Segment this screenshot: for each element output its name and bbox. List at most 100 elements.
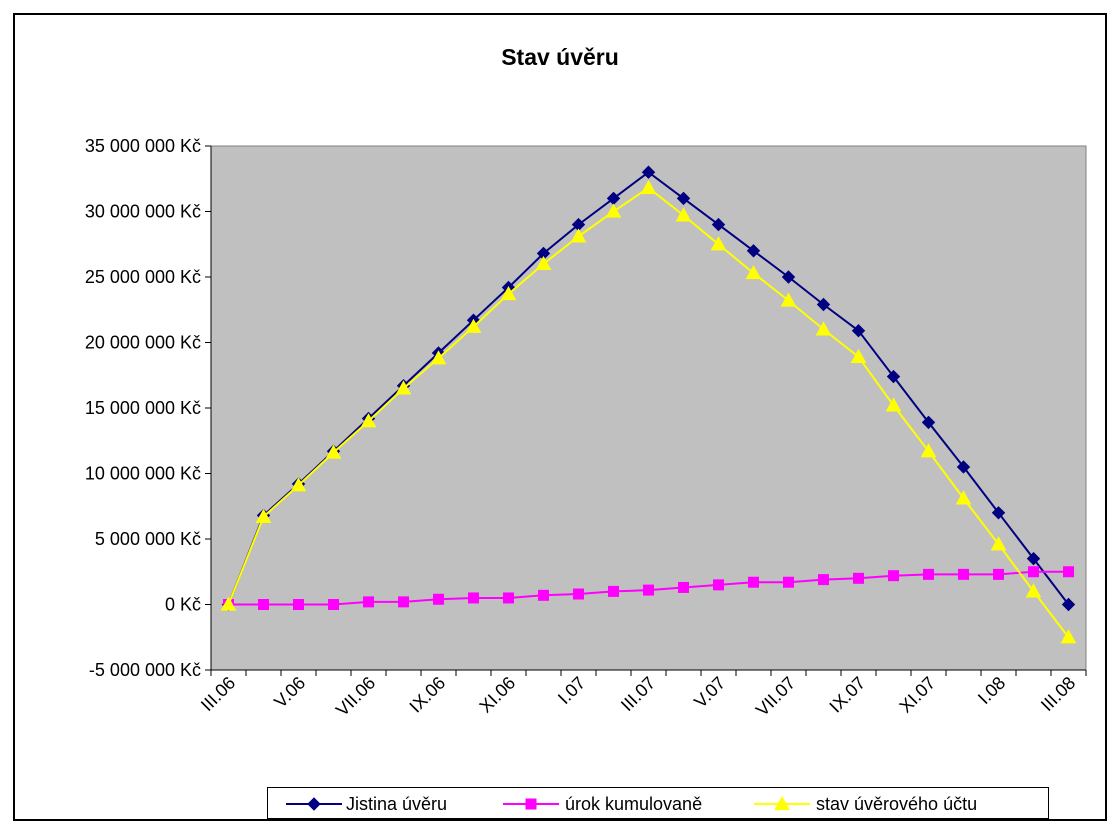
data-point bbox=[641, 165, 656, 179]
data-point bbox=[851, 324, 866, 338]
data-point bbox=[1063, 566, 1074, 578]
data-point bbox=[888, 570, 899, 582]
data-point bbox=[780, 292, 797, 307]
y-tick-label: 35 000 000 Kč bbox=[85, 136, 201, 156]
series-2 bbox=[223, 566, 1074, 610]
legend-label: úrok kumulovaně bbox=[565, 794, 702, 814]
x-tick-label: I.08 bbox=[974, 673, 1009, 708]
data-point bbox=[923, 568, 934, 580]
data-point bbox=[1060, 629, 1077, 644]
x-tick-label: IX.06 bbox=[405, 673, 449, 717]
data-point bbox=[990, 536, 1007, 551]
data-point bbox=[465, 318, 482, 333]
series-3 bbox=[220, 179, 1077, 644]
data-point bbox=[920, 443, 937, 458]
data-point bbox=[816, 297, 831, 312]
x-tick-label: VII.06 bbox=[332, 673, 379, 720]
data-point bbox=[605, 203, 622, 218]
y-tick-label: 15 000 000 Kč bbox=[85, 398, 201, 418]
data-point bbox=[255, 508, 272, 523]
data-point bbox=[958, 568, 969, 580]
x-tick-label: VII.07 bbox=[752, 673, 799, 720]
y-tick-label: 20 000 000 Kč bbox=[85, 333, 201, 353]
data-point bbox=[746, 244, 761, 258]
data-point bbox=[360, 413, 377, 428]
data-point bbox=[713, 579, 724, 591]
plot-background bbox=[210, 145, 1087, 671]
data-point bbox=[1025, 583, 1042, 598]
data-point bbox=[608, 585, 619, 597]
data-point bbox=[886, 369, 901, 384]
legend-entry-3: stav úvěrového účtu bbox=[754, 794, 977, 814]
data-point bbox=[710, 236, 727, 251]
x-tick-label: XI.07 bbox=[895, 673, 939, 717]
data-point bbox=[676, 191, 691, 206]
legend-entry-2: úrok kumulovaně bbox=[503, 794, 702, 814]
x-tick-label: IX.07 bbox=[825, 673, 869, 717]
data-point bbox=[328, 599, 339, 610]
data-point bbox=[818, 574, 829, 586]
data-point bbox=[1061, 597, 1076, 612]
data-point bbox=[850, 348, 867, 364]
data-point bbox=[500, 286, 517, 301]
y-tick-label: 30 000 000 Kč bbox=[85, 202, 201, 222]
x-tick-label: V.06 bbox=[270, 673, 309, 712]
data-point bbox=[711, 217, 726, 232]
data-point bbox=[783, 576, 794, 588]
data-point bbox=[993, 568, 1004, 580]
data-point bbox=[955, 490, 972, 505]
y-tick-label: -5 000 000 Kč bbox=[89, 660, 201, 680]
series-group bbox=[220, 165, 1077, 644]
legend-marker bbox=[525, 798, 537, 810]
legend: Jistina úvěru úrok kumulovaně stav úvěrové… bbox=[267, 787, 1049, 819]
legend-marker bbox=[774, 795, 790, 811]
legend-label: stav úvěrového účtu bbox=[816, 794, 977, 814]
data-point bbox=[748, 576, 759, 588]
data-point bbox=[538, 589, 549, 601]
data-point bbox=[573, 588, 584, 600]
legend-marker bbox=[307, 797, 321, 811]
data-point bbox=[363, 596, 374, 608]
data-point bbox=[678, 581, 689, 593]
data-point bbox=[781, 270, 796, 284]
data-point bbox=[570, 228, 587, 243]
data-point bbox=[991, 506, 1006, 520]
data-point bbox=[643, 584, 654, 596]
data-point bbox=[1028, 566, 1039, 578]
y-tick-label: 25 000 000 Kč bbox=[85, 267, 201, 287]
data-point bbox=[885, 397, 902, 412]
data-point bbox=[433, 593, 444, 605]
plot-area bbox=[210, 145, 1087, 671]
y-tick-label: 0 Kč bbox=[165, 595, 201, 615]
data-point bbox=[290, 477, 307, 492]
legend-label: Jistina úvěru bbox=[346, 794, 447, 814]
data-point bbox=[220, 596, 237, 611]
data-point bbox=[815, 321, 832, 336]
x-tick-label: XI.06 bbox=[475, 673, 519, 717]
data-point bbox=[745, 265, 762, 280]
x-tick-label: III.07 bbox=[617, 673, 659, 715]
data-point bbox=[258, 599, 269, 610]
y-tick-label: 10 000 000 Kč bbox=[85, 464, 201, 484]
data-point bbox=[468, 592, 479, 604]
data-point bbox=[853, 572, 864, 584]
data-point bbox=[675, 207, 692, 222]
data-point bbox=[1026, 551, 1041, 566]
chart-title: Stav úvěru bbox=[501, 44, 619, 70]
data-point bbox=[921, 415, 936, 430]
data-point bbox=[430, 350, 447, 365]
data-point bbox=[535, 255, 552, 270]
x-tick-label: III.08 bbox=[1037, 673, 1079, 715]
data-point bbox=[640, 179, 657, 195]
x-tick-label: III.06 bbox=[197, 673, 239, 715]
x-tick-label: I.07 bbox=[554, 673, 589, 708]
x-tick-label: V.07 bbox=[690, 673, 729, 712]
data-point bbox=[325, 444, 342, 459]
legend-entry-1: Jistina úvěru bbox=[286, 794, 447, 814]
data-point bbox=[503, 592, 514, 604]
y-tick-label: 5 000 000 Kč bbox=[95, 529, 201, 549]
data-point bbox=[293, 599, 304, 610]
legend-items: Jistina úvěru úrok kumulovaně stav úvěrové… bbox=[286, 794, 977, 814]
data-point bbox=[956, 460, 971, 474]
